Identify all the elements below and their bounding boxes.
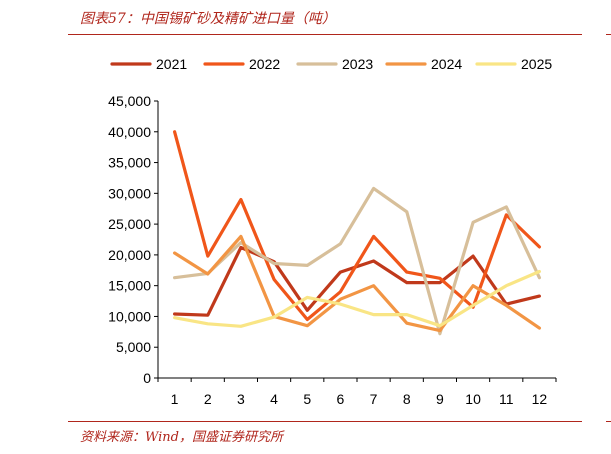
series-line-2022 [173, 130, 542, 322]
series-lines [173, 130, 542, 336]
bottom-divider [68, 421, 582, 422]
series-line-2024 [173, 234, 542, 333]
bottom-divider-end [606, 421, 611, 422]
y-tick-label: 35,000 [108, 155, 151, 171]
series-line-2021 [173, 245, 542, 317]
x-tick-label: 3 [237, 391, 245, 407]
source-note: 资料来源：Wind，国盛证券研究所 [80, 430, 283, 445]
series-line-2025 [173, 269, 542, 328]
x-tick-label: 1 [171, 391, 179, 407]
x-tick-label: 12 [532, 391, 548, 407]
legend-label-2022: 2022 [249, 56, 280, 72]
y-tick-label: 0 [143, 370, 151, 386]
x-tick-label: 9 [436, 391, 444, 407]
y-tick-label: 45,000 [108, 93, 151, 109]
legend-label-2025: 2025 [521, 56, 552, 72]
chart-title: 图表57：中国锡矿砂及精矿进口量（吨） [80, 11, 336, 27]
x-tick-label: 8 [403, 391, 411, 407]
x-tick-label: 4 [270, 391, 278, 407]
axes: 0 5,000 10,000 15,000 20,000 25,000 30,000 35,0… [108, 93, 557, 407]
top-divider-end [606, 34, 611, 35]
x-tick-label: 5 [303, 391, 311, 407]
y-tick-label: 30,000 [108, 185, 151, 201]
series-line-2023 [173, 186, 542, 336]
x-tick-label: 6 [337, 391, 345, 407]
x-tick-label: 7 [370, 391, 378, 407]
x-tick-label: 11 [499, 391, 514, 407]
legend-label-2024: 2024 [431, 56, 462, 72]
legend-label-2023: 2023 [342, 56, 373, 72]
y-tick-label: 15,000 [108, 278, 151, 294]
y-tick-label: 20,000 [108, 247, 151, 263]
top-divider [68, 34, 582, 35]
legend: 2021 2022 2023 2024 2025 [110, 56, 552, 72]
x-tick-label: 2 [204, 391, 212, 407]
y-tick-label: 40,000 [108, 124, 151, 140]
y-tick-label: 5,000 [116, 339, 151, 355]
x-tick-label: 10 [465, 391, 481, 407]
y-tick-label: 10,000 [108, 308, 151, 324]
legend-label-2021: 2021 [156, 56, 187, 72]
y-tick-label: 25,000 [108, 216, 151, 232]
